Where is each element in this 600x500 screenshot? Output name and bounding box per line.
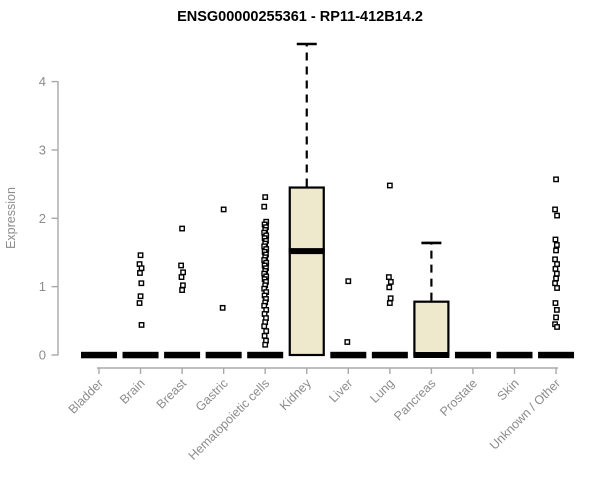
data-point bbox=[554, 324, 560, 330]
median-line bbox=[371, 351, 408, 359]
median-line bbox=[288, 248, 325, 255]
x-tick-label: Liver bbox=[326, 376, 355, 405]
data-point bbox=[344, 339, 351, 345]
x-tick-label: Pancreas bbox=[391, 376, 438, 423]
data-point bbox=[178, 262, 184, 269]
data-point bbox=[553, 275, 559, 282]
data-point bbox=[261, 332, 268, 339]
y-tick-label: 1 bbox=[39, 279, 46, 294]
data-point bbox=[179, 287, 185, 293]
data-point bbox=[553, 270, 560, 277]
data-point bbox=[262, 341, 269, 348]
data-point bbox=[554, 261, 560, 267]
box bbox=[288, 186, 325, 357]
data-point bbox=[137, 293, 144, 300]
box bbox=[413, 300, 450, 357]
data-point bbox=[220, 206, 227, 213]
data-point bbox=[553, 314, 559, 321]
data-point bbox=[263, 328, 270, 334]
data-point bbox=[179, 225, 185, 232]
data-point bbox=[385, 274, 392, 280]
x-tick-label: Brain bbox=[117, 376, 148, 407]
x-tick-label: Lung bbox=[367, 376, 397, 406]
data-point bbox=[138, 280, 145, 287]
data-point bbox=[553, 306, 560, 313]
data-point bbox=[552, 256, 558, 263]
data-point bbox=[387, 278, 394, 285]
median-line bbox=[81, 351, 117, 359]
x-tick-label: Unknown / Other bbox=[487, 376, 563, 452]
x-tick-label: Gastric bbox=[193, 376, 231, 414]
median-line bbox=[538, 351, 575, 359]
data-point bbox=[219, 304, 226, 311]
data-point bbox=[178, 274, 185, 280]
x-tick-label: Breast bbox=[154, 376, 190, 412]
y-axis-label: Expression bbox=[4, 187, 18, 249]
x-tick-label: Hematopoietic cells bbox=[186, 376, 273, 463]
box-marks bbox=[81, 42, 575, 359]
data-point bbox=[138, 265, 145, 272]
data-point bbox=[553, 247, 559, 254]
data-point bbox=[180, 269, 186, 276]
data-point bbox=[552, 236, 559, 243]
data-point bbox=[136, 300, 143, 306]
data-point bbox=[552, 206, 558, 213]
data-point bbox=[552, 300, 559, 306]
data-point bbox=[261, 203, 268, 210]
data-point bbox=[387, 295, 394, 302]
data-point bbox=[554, 285, 560, 291]
data-point bbox=[552, 265, 559, 272]
data-point bbox=[386, 300, 393, 306]
data-point bbox=[554, 212, 560, 219]
y-tick-label: 0 bbox=[39, 348, 46, 363]
data-point bbox=[262, 194, 269, 201]
median-line bbox=[496, 351, 533, 359]
median-line bbox=[454, 351, 491, 359]
data-point bbox=[179, 282, 186, 289]
chart-title: ENSG00000255361 - RP11-412B14.2 bbox=[177, 9, 423, 25]
x-tick-label: Skin bbox=[495, 376, 522, 403]
median-line bbox=[164, 351, 201, 359]
data-point bbox=[137, 252, 144, 259]
x-tick-label: Bladder bbox=[66, 376, 106, 416]
data-point bbox=[553, 176, 559, 183]
x-tick-label: Prostate bbox=[437, 376, 480, 419]
median-line bbox=[247, 351, 284, 359]
data-point bbox=[137, 270, 143, 276]
data-point bbox=[138, 322, 145, 328]
data-point bbox=[386, 284, 393, 291]
data-point bbox=[552, 280, 558, 287]
data-point bbox=[386, 182, 393, 189]
median-line bbox=[330, 351, 367, 359]
y-tick-label: 4 bbox=[39, 74, 46, 89]
data-point bbox=[553, 242, 560, 248]
x-tick-label: Kidney bbox=[277, 376, 314, 413]
data-point bbox=[261, 323, 268, 330]
data-point bbox=[345, 278, 352, 285]
y-tick-label: 3 bbox=[39, 142, 46, 157]
median-line bbox=[205, 351, 242, 359]
median-line bbox=[122, 351, 159, 359]
y-tick-label: 2 bbox=[39, 211, 46, 226]
median-line bbox=[413, 352, 450, 358]
